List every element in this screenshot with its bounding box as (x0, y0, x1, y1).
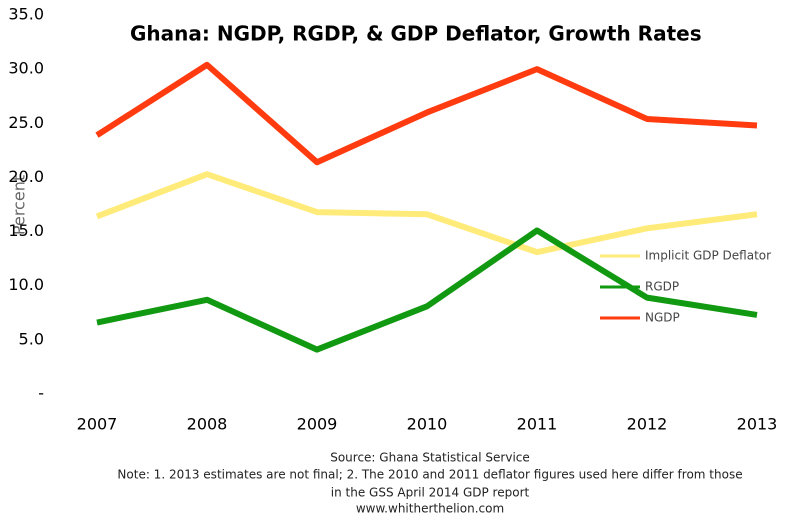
note: Source: Ghana Statistical Service (330, 451, 530, 465)
series-line (95, 171, 758, 256)
legend-label: NGDP (645, 311, 680, 325)
note: Note: 1. 2013 estimates are not final; 2… (117, 468, 742, 482)
x-tick-label: 2009 (297, 415, 338, 434)
y-tick-label: 30.0 (8, 59, 44, 78)
x-tick-label: 2008 (187, 415, 228, 434)
y-axis-label: Percent (10, 175, 29, 235)
y-tick-label: 35.0 (8, 5, 44, 24)
y-tick-label: 15.0 (8, 221, 44, 240)
chart-title: Ghana: NGDP, RGDP, & GDP Deflator, Growt… (130, 22, 702, 46)
legend-label: Implicit GDP Deflator (645, 249, 771, 263)
y-tick-label: 10.0 (8, 275, 44, 294)
x-tick-label: 2013 (737, 415, 778, 434)
series-line (96, 227, 758, 353)
x-tick-label: 2010 (407, 415, 448, 434)
series-line (95, 61, 758, 166)
legend-label: RGDP (645, 280, 679, 294)
x-tick-label: 2011 (517, 415, 558, 434)
x-tick-label: 2007 (77, 415, 118, 434)
y-tick-label: 20.0 (8, 167, 44, 186)
y-tick-label: 25.0 (8, 113, 44, 132)
y-tick-label: - (38, 384, 44, 403)
x-tick-label: 2012 (627, 415, 668, 434)
note: www.whitherthelion.com (356, 502, 504, 516)
y-tick-label: 5.0 (19, 329, 44, 348)
note: in the GSS April 2014 GDP report (331, 486, 530, 500)
